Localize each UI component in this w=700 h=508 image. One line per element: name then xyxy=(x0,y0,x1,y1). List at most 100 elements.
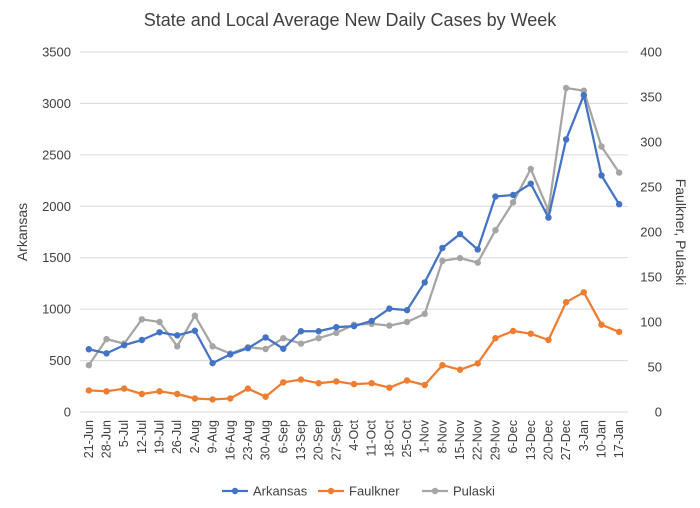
x-axis-tick-label: 4-Oct xyxy=(347,419,361,450)
x-axis-tick-label: 23-Aug xyxy=(241,420,255,460)
data-point-pulaski xyxy=(509,199,517,206)
right-axis-tick-label: 0 xyxy=(655,405,662,420)
data-point-pulaski xyxy=(191,312,199,319)
data-point-arkansas xyxy=(191,327,199,334)
x-axis-tick-label: 13-Dec xyxy=(524,420,538,460)
x-axis-tick-label: 9-Aug xyxy=(206,420,220,453)
legend-item-pulaski: Pulaski xyxy=(422,484,495,499)
x-axis-tick-label: 11-Oct xyxy=(365,419,379,456)
x-axis-tick-label: 28-Jun xyxy=(100,420,114,458)
data-point-faulkner xyxy=(174,390,181,398)
x-axis-tick-label: 19-Jul xyxy=(153,420,167,454)
data-point-faulkner xyxy=(315,380,322,387)
data-point-arkansas xyxy=(545,214,552,221)
data-point-pulaski xyxy=(615,169,623,176)
data-point-faulkner xyxy=(209,396,216,403)
data-point-arkansas xyxy=(333,323,340,331)
x-axis-tick-label: 2-Aug xyxy=(188,420,202,453)
data-point-arkansas xyxy=(492,193,499,200)
data-point-arkansas xyxy=(421,279,428,286)
x-axis-tick-label: 13-Sep xyxy=(294,420,308,460)
data-point-pulaski xyxy=(439,257,446,264)
data-point-arkansas xyxy=(280,345,287,352)
data-point-arkansas xyxy=(85,346,93,353)
x-axis-tick-label: 18-Oct xyxy=(382,419,396,457)
x-axis-tick-label: 10-Jan xyxy=(594,420,608,458)
data-point-pulaski xyxy=(156,318,163,326)
data-point-faulkner xyxy=(103,388,110,395)
right-axis-tick-label: 300 xyxy=(640,135,662,150)
data-point-arkansas xyxy=(509,191,517,199)
data-point-faulkner xyxy=(439,362,446,369)
legend-item-arkansas: Arkansas xyxy=(222,484,308,499)
data-point-arkansas xyxy=(315,328,322,335)
left-axis-tick-label: 2000 xyxy=(42,199,71,214)
data-point-pulaski xyxy=(562,84,570,92)
data-point-pulaski xyxy=(262,345,269,353)
series-arkansas xyxy=(85,92,623,367)
data-point-pulaski xyxy=(209,343,216,350)
data-point-arkansas xyxy=(244,345,252,352)
left-axis-tick-label: 1000 xyxy=(42,302,71,317)
data-point-arkansas xyxy=(103,350,110,357)
data-point-pulaski xyxy=(138,316,146,323)
x-axis-tick-label: 20-Sep xyxy=(312,420,326,460)
data-point-pulaski xyxy=(103,335,110,343)
data-point-faulkner xyxy=(262,393,269,400)
x-axis-tick-label: 6-Dec xyxy=(506,420,520,453)
data-point-arkansas xyxy=(156,329,163,336)
data-point-arkansas xyxy=(386,305,393,312)
right-axis-ticks: 0 50 100 150 200 250 300 350 400 xyxy=(640,45,662,420)
data-point-faulkner xyxy=(456,366,464,373)
left-axis-tick-label: 3000 xyxy=(42,96,71,111)
legend: Arkansas Faulkner Pulaski xyxy=(222,484,495,499)
data-point-pulaski xyxy=(403,318,411,326)
x-axis-tick-label: 20-Dec xyxy=(541,420,555,460)
data-point-faulkner xyxy=(545,336,552,344)
legend-label-pulaski: Pulaski xyxy=(453,484,495,499)
x-axis-tick-label: 3-Jan xyxy=(577,420,591,451)
data-point-faulkner xyxy=(227,395,234,402)
data-point-faulkner xyxy=(492,335,499,342)
data-point-faulkner xyxy=(615,328,623,336)
left-axis-tick-label: 2500 xyxy=(42,147,71,162)
data-point-pulaski xyxy=(333,329,340,336)
right-axis-tick-label: 350 xyxy=(640,90,662,105)
left-axis-tick-label: 1500 xyxy=(42,250,71,265)
left-axis-tick-label: 0 xyxy=(64,405,71,420)
data-point-arkansas xyxy=(297,328,305,335)
data-point-faulkner xyxy=(474,360,481,367)
data-point-faulkner xyxy=(191,395,199,402)
x-axis-tick-label: 25-Oct xyxy=(400,419,414,457)
right-axis-tick-label: 50 xyxy=(648,360,662,375)
data-point-arkansas xyxy=(174,332,181,339)
data-point-faulkner xyxy=(403,377,411,384)
data-point-pulaski xyxy=(580,87,588,94)
data-point-arkansas xyxy=(580,92,588,99)
data-point-arkansas xyxy=(368,317,375,325)
right-axis-tick-label: 200 xyxy=(640,225,662,240)
data-point-pulaski xyxy=(174,343,181,350)
chart-title: State and Local Average New Daily Cases … xyxy=(144,10,558,30)
data-point-pulaski xyxy=(297,340,305,347)
x-axis-tick-label: 6-Sep xyxy=(276,420,290,453)
x-axis-tick-label: 27-Sep xyxy=(329,420,343,460)
left-axis-tick-label: 3500 xyxy=(42,45,71,60)
data-point-arkansas xyxy=(120,341,128,349)
x-axis-ticks: 21-Jun 28-Jun 5-Jul 12-Jul 19-Jul 26-Jul 2-Aug… xyxy=(82,419,626,460)
data-point-pulaski xyxy=(598,143,605,150)
data-point-faulkner xyxy=(297,376,305,383)
left-axis-ticks: 0 500 1000 1500 2000 2500 3000 3500 xyxy=(42,45,71,420)
data-point-arkansas xyxy=(209,359,216,367)
legend-marker-faulkner xyxy=(327,487,335,495)
data-point-arkansas xyxy=(138,336,146,344)
legend-marker-arkansas xyxy=(231,487,239,495)
data-point-arkansas xyxy=(562,136,570,143)
data-point-arkansas xyxy=(615,201,623,208)
data-point-pulaski xyxy=(386,322,393,329)
left-axis-label: Arkansas xyxy=(14,203,30,261)
x-axis-tick-label: 8-Nov xyxy=(435,419,449,453)
right-axis-tick-label: 150 xyxy=(640,270,662,285)
